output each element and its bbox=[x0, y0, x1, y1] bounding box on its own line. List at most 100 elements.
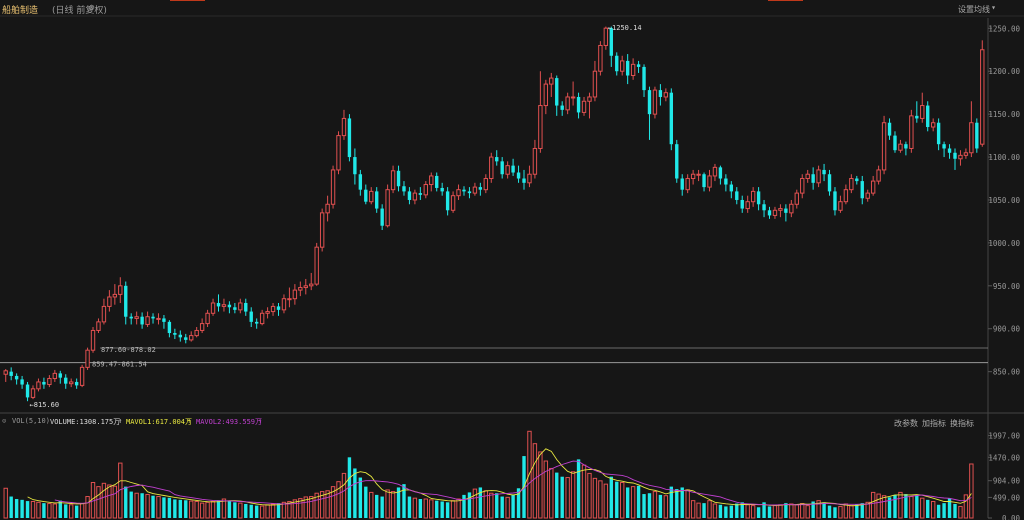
candle-body bbox=[767, 210, 772, 216]
volume-bar bbox=[549, 467, 554, 519]
chevron-down-icon[interactable]: ▾ bbox=[991, 3, 996, 12]
candle-body bbox=[184, 337, 188, 340]
candle-body bbox=[855, 178, 859, 182]
volume-bar bbox=[696, 502, 701, 519]
range-annotation: 877.60-878.02 bbox=[101, 346, 156, 354]
price-tick-label: 1000.00 bbox=[988, 239, 1020, 248]
volume-bar bbox=[778, 504, 783, 519]
candle-body bbox=[330, 169, 336, 205]
candle-body bbox=[811, 174, 815, 183]
candle-body bbox=[423, 184, 428, 196]
volume-bar bbox=[658, 494, 663, 518]
volume-bar bbox=[96, 486, 101, 519]
candle-body bbox=[129, 316, 133, 319]
volume-bar bbox=[309, 496, 314, 519]
candle-body bbox=[478, 187, 483, 190]
volume-bar bbox=[630, 486, 636, 519]
candle-body bbox=[20, 379, 24, 385]
candle-body bbox=[298, 287, 303, 291]
candle-body bbox=[118, 285, 123, 295]
volume-bar bbox=[685, 489, 690, 519]
volume-bar bbox=[435, 500, 439, 518]
volume-bar bbox=[827, 505, 832, 518]
candle-body bbox=[718, 167, 723, 179]
candle-body bbox=[167, 321, 172, 334]
candle-body bbox=[281, 298, 287, 311]
price-tick-label: 1200.00 bbox=[988, 67, 1020, 76]
candle-body bbox=[199, 323, 205, 331]
volume-bar bbox=[69, 504, 74, 519]
volume-bar bbox=[609, 476, 613, 518]
candle-body bbox=[565, 96, 570, 111]
volume-bar bbox=[341, 472, 347, 519]
candle-body bbox=[358, 174, 363, 190]
mavol2-value: MAVOL2:493.559万 bbox=[196, 418, 263, 426]
candle-body bbox=[380, 208, 384, 226]
candle-body bbox=[555, 78, 559, 106]
candle-body bbox=[418, 193, 423, 195]
indicator-name[interactable]: VOL(5,10) bbox=[12, 417, 50, 425]
collapse-icon[interactable]: ⊙ bbox=[2, 417, 7, 425]
volume-bar bbox=[210, 500, 216, 519]
change-params-button[interactable]: 改参数 bbox=[894, 419, 918, 428]
candle-body bbox=[205, 312, 210, 325]
volume-bar bbox=[20, 499, 24, 518]
add-indicator-button[interactable]: 加指标 bbox=[922, 419, 946, 428]
switch-indicator-button[interactable]: 换指标 bbox=[950, 419, 974, 428]
volume-bar bbox=[319, 491, 325, 519]
candle-body bbox=[412, 192, 418, 201]
candle-body bbox=[592, 70, 598, 98]
candle-body bbox=[407, 191, 412, 200]
volume-bar bbox=[36, 501, 41, 519]
candle-body bbox=[85, 349, 90, 368]
gear-icon[interactable]: ⚙ bbox=[89, 3, 95, 13]
volume-bar bbox=[58, 500, 62, 518]
candle-body bbox=[756, 191, 761, 205]
volume-bar bbox=[930, 500, 936, 519]
volume-bar bbox=[615, 481, 619, 518]
set-ma-button[interactable]: 设置均线 bbox=[958, 5, 990, 14]
candle-body bbox=[915, 115, 919, 119]
volume-bar bbox=[652, 491, 658, 519]
volume-header: ⊙ VOL(5,10) VOLUME:1308.175万 ↑ MAVOL1:61… bbox=[0, 416, 1024, 428]
volume-bar bbox=[347, 457, 352, 518]
candle-body bbox=[538, 105, 543, 149]
volume-bar bbox=[412, 497, 418, 519]
volume-bar bbox=[516, 488, 521, 518]
volume-bar bbox=[467, 492, 472, 518]
volume-bar bbox=[647, 493, 652, 518]
range-annotation: 859.47-861.54 bbox=[92, 361, 147, 369]
volume-bar bbox=[369, 491, 374, 519]
volume-bar bbox=[745, 504, 750, 519]
chart-mode[interactable]: (日线 前复权) bbox=[52, 6, 107, 16]
arrow-up-icon: ↑ bbox=[118, 417, 123, 425]
price-tick-label: 1250.00 bbox=[988, 24, 1020, 33]
volume-bar bbox=[505, 496, 510, 519]
candle-body bbox=[249, 311, 253, 322]
volume-bar bbox=[162, 497, 166, 518]
candle-body bbox=[843, 189, 849, 203]
stock-name[interactable]: 船舶制造 bbox=[2, 6, 39, 16]
volume-bar bbox=[173, 499, 177, 518]
candle-body bbox=[615, 55, 619, 72]
candle-body bbox=[953, 152, 957, 159]
candle-body bbox=[762, 204, 766, 211]
candle-body bbox=[221, 304, 227, 307]
candle-body bbox=[14, 375, 19, 380]
volume-bar bbox=[254, 505, 259, 518]
candle-body bbox=[724, 178, 728, 185]
volume-bar bbox=[184, 500, 188, 518]
candle-body bbox=[784, 208, 788, 213]
volume-bar bbox=[244, 503, 248, 518]
volume-bar bbox=[303, 496, 308, 519]
volume-bar bbox=[876, 493, 881, 519]
candle-body bbox=[707, 175, 712, 188]
candle-body bbox=[570, 96, 576, 99]
candle-body bbox=[549, 77, 554, 85]
candle-body bbox=[74, 381, 79, 386]
candle-body bbox=[690, 173, 696, 180]
candle-body bbox=[735, 191, 739, 200]
volume-bar bbox=[396, 487, 401, 518]
volume-bar bbox=[587, 472, 592, 519]
